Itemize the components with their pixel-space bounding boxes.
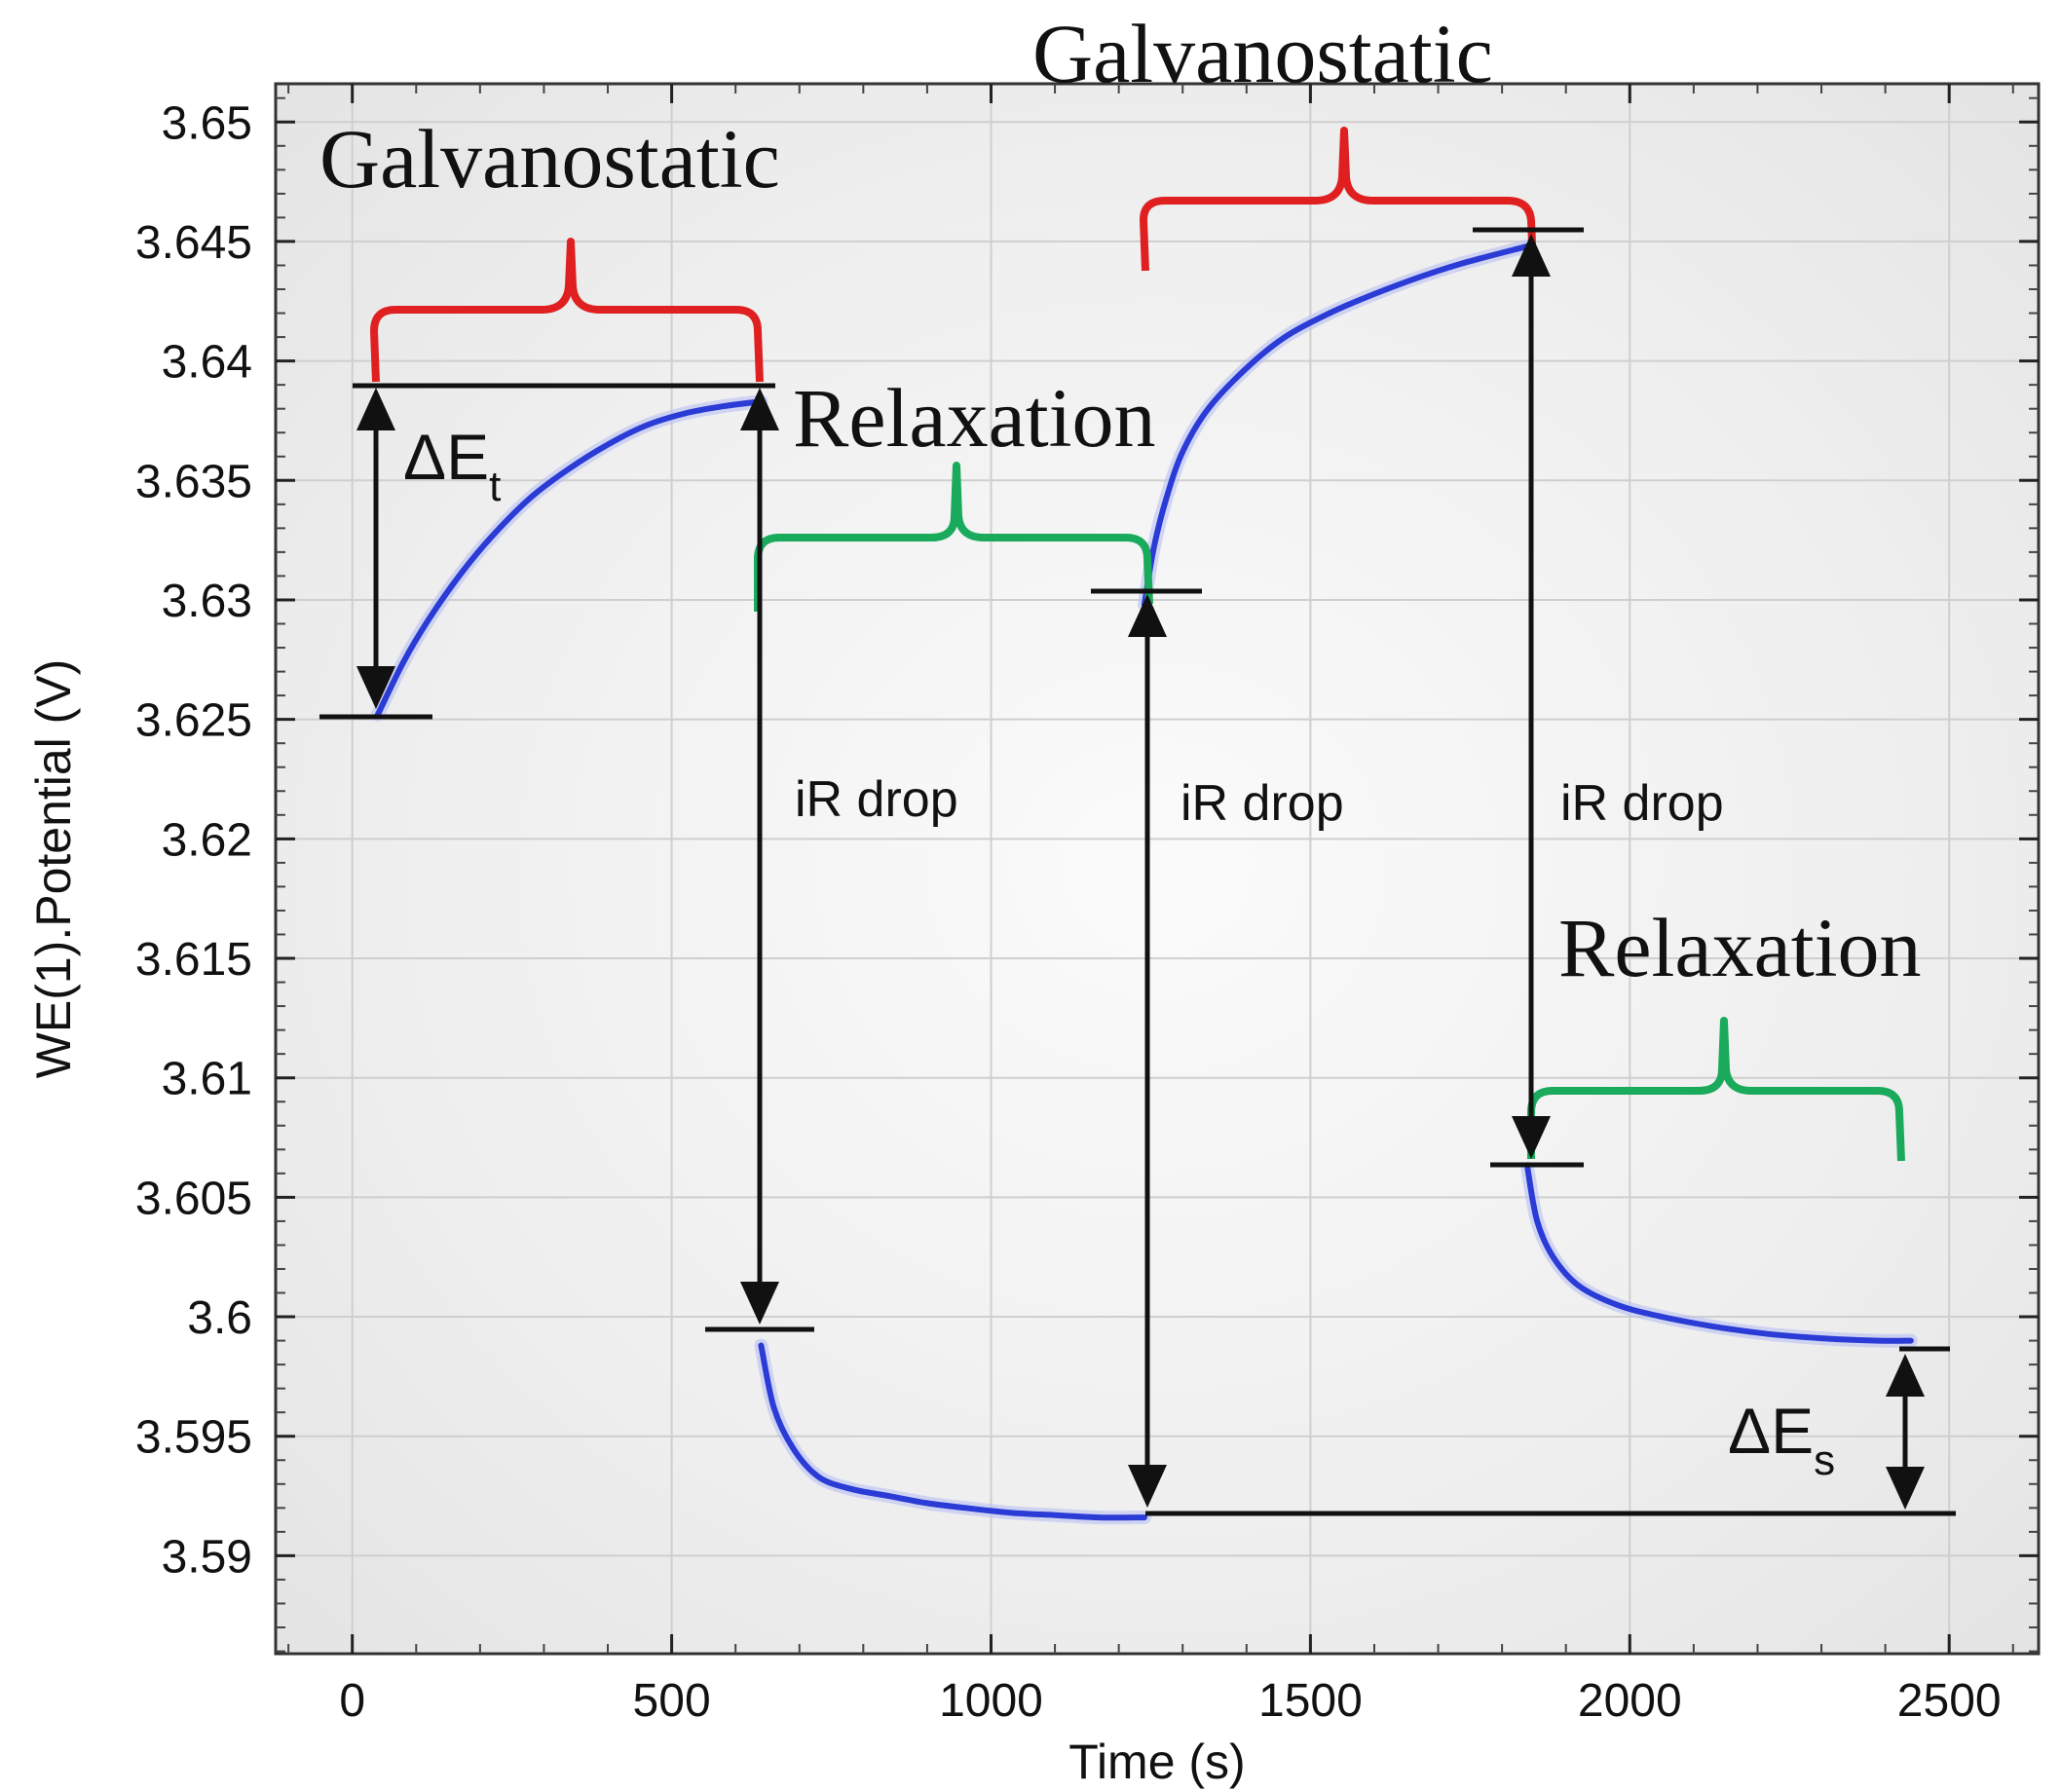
y-tick-label: 3.62 [162, 814, 252, 866]
y-tick-label: 3.625 [135, 695, 252, 747]
plot-area [276, 84, 2039, 1654]
delta-es-sub: s [1814, 1437, 1835, 1484]
y-tick-label: 3.64 [162, 337, 252, 389]
y-tick-label: 3.65 [162, 97, 252, 149]
label-ir-drop-2: iR drop [1180, 775, 1344, 832]
label-relaxation-2: Relaxation [1558, 901, 1922, 994]
label-relaxation-1: Relaxation [793, 371, 1156, 465]
arrow-delta-et [356, 388, 395, 709]
x-tick-label: 0 [339, 1675, 365, 1727]
delta-es-main: ΔE [1728, 1395, 1814, 1467]
y-tick-label: 3.635 [135, 456, 252, 507]
x-axis-title: Time (s) [1068, 1735, 1245, 1789]
x-tick-label: 2500 [1897, 1675, 2002, 1727]
delta-et-sub: t [489, 463, 501, 510]
series-line-segment [1141, 243, 1531, 608]
plot-frame [274, 82, 2041, 1656]
relaxation-brace-2 [1527, 1017, 1905, 1162]
relaxation-brace-1 [754, 462, 1153, 612]
series-line-segment [758, 1342, 1147, 1521]
label-delta-et: ΔEt [403, 421, 501, 510]
y-tick-label: 3.605 [135, 1173, 252, 1224]
y-tick-label: 3.63 [162, 576, 252, 627]
galvanostatic-brace-1 [370, 238, 764, 383]
y-tick-label: 3.59 [162, 1531, 252, 1583]
y-tick-label: 3.645 [135, 217, 252, 269]
tick-labels: 0 500 1000 1500 2000 2500 3.59 3.595 3.6 3.605 3.6… [135, 97, 2002, 1727]
series-line-segment [1524, 1165, 1914, 1344]
label-galvanostatic-2: Galvanostatic [1032, 7, 1493, 100]
series-group [370, 239, 1918, 1525]
y-tick-label: 3.595 [135, 1412, 252, 1464]
x-tick-label: 2000 [1578, 1675, 1682, 1727]
arrow-ir-drop-1 [740, 388, 779, 1325]
label-delta-es: ΔEs [1728, 1395, 1835, 1484]
x-tick-label: 500 [633, 1675, 711, 1727]
y-tick-label: 3.61 [162, 1054, 252, 1105]
y-axis-title: WE(1).Potential (V) [26, 659, 81, 1079]
ticks [276, 84, 2039, 1654]
arrow-delta-es [1886, 1354, 1925, 1510]
label-ir-drop-3: iR drop [1560, 775, 1724, 832]
x-tick-label: 1500 [1258, 1675, 1363, 1727]
arrow-ir-drop-2 [1128, 594, 1167, 1508]
arrow-ir-drop-3 [1512, 234, 1551, 1159]
label-galvanostatic-1: Galvanostatic [319, 112, 780, 205]
label-ir-drop-1: iR drop [795, 771, 958, 828]
x-tick-label: 1000 [939, 1675, 1043, 1727]
series-line-segment [374, 398, 765, 718]
delta-et-main: ΔE [403, 421, 489, 493]
y-tick-label: 3.6 [187, 1292, 252, 1344]
grid [276, 84, 2039, 1654]
y-tick-label: 3.615 [135, 934, 252, 986]
galvanostatic-brace-2 [1140, 127, 1537, 272]
